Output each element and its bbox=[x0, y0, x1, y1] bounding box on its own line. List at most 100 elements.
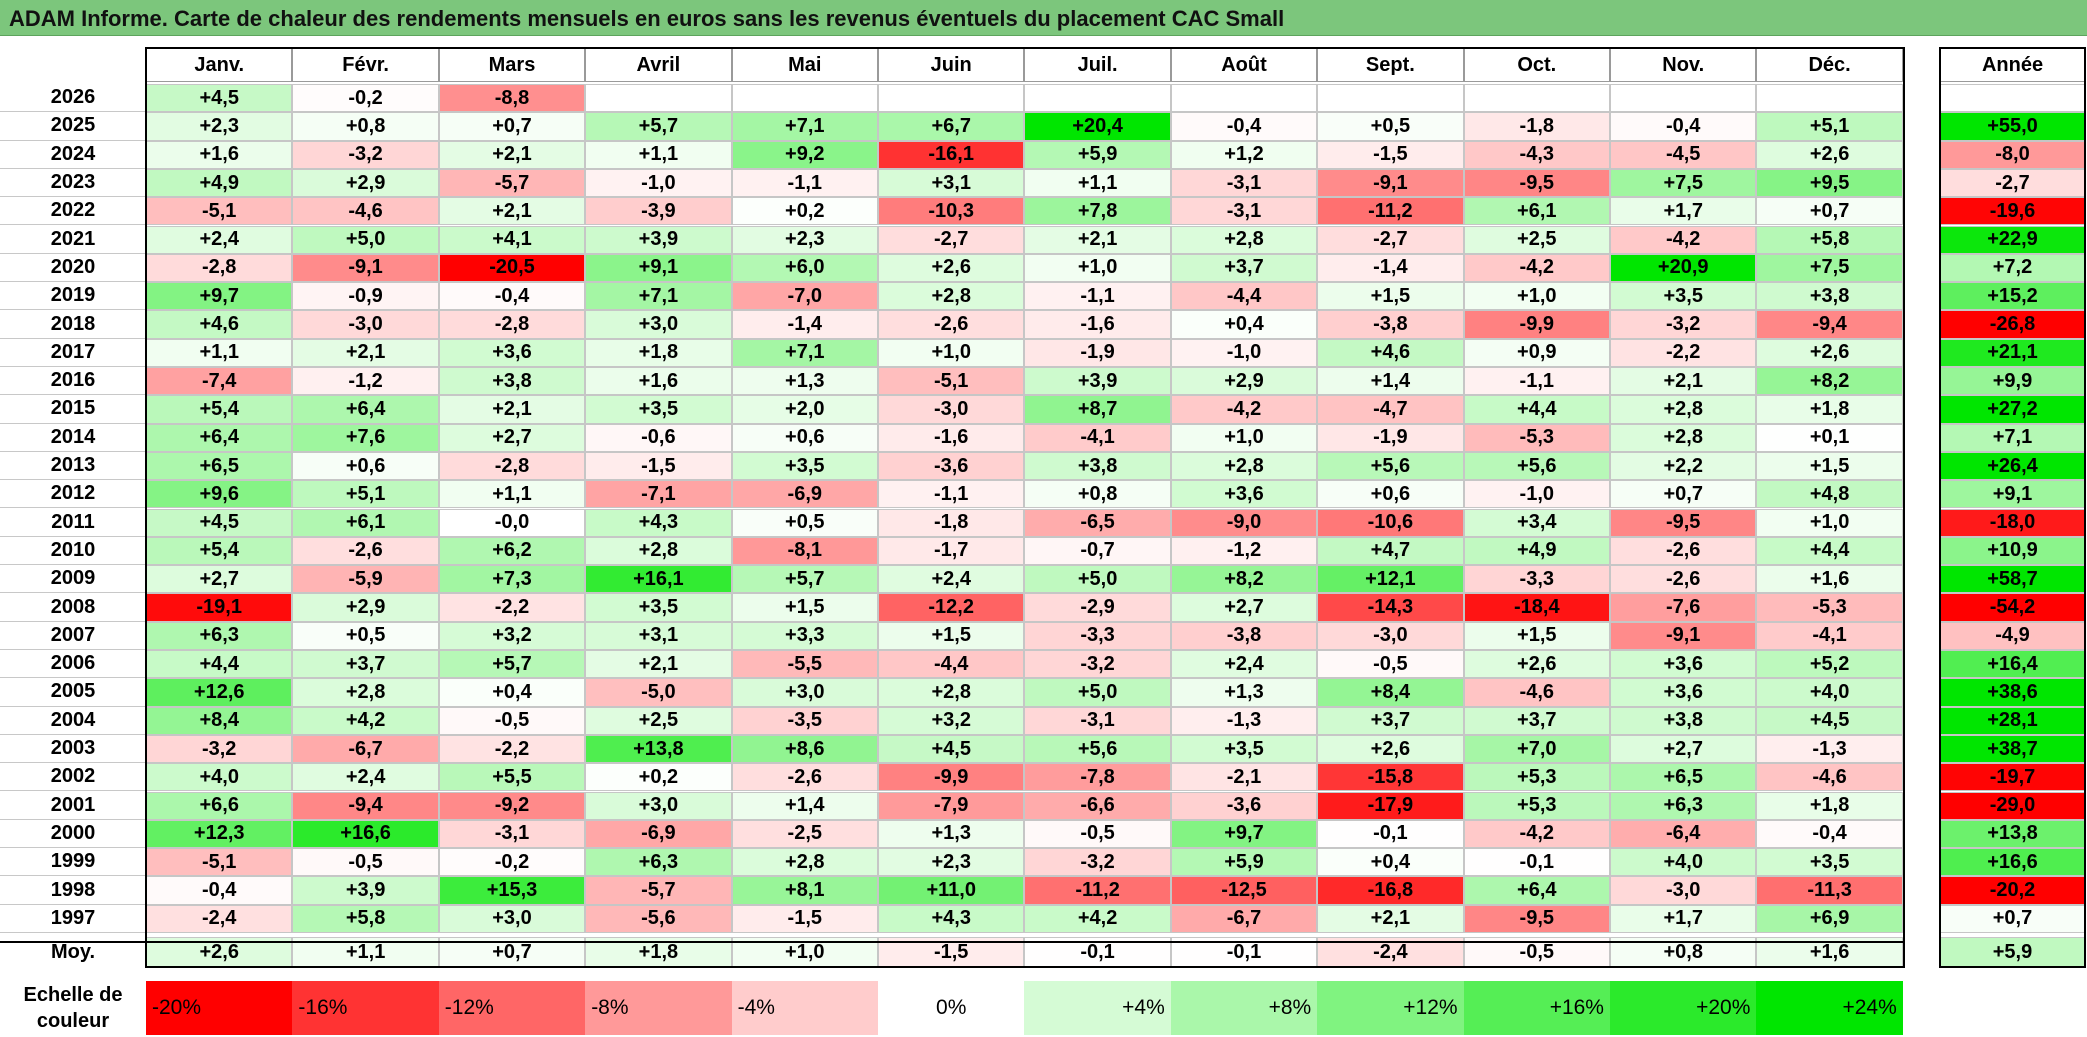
heatmap-cell: +4,4 bbox=[1756, 536, 1903, 566]
year-label: 2002 bbox=[0, 763, 146, 792]
heatmap-cell: +2,8 bbox=[878, 282, 1025, 311]
heatmap-cell: +8,4 bbox=[1317, 678, 1464, 707]
heatmap-cell: -1,3 bbox=[1756, 734, 1903, 764]
heatmap-cell: +6,6 bbox=[146, 791, 293, 820]
annual-cell: -2,7 bbox=[1940, 168, 2085, 198]
heatmap-cell: +8,1 bbox=[731, 876, 878, 905]
heatmap-cell: -1,6 bbox=[1024, 310, 1171, 339]
heatmap-cell: +5,9 bbox=[1024, 140, 1171, 169]
heatmap-cell: -4,6 bbox=[1463, 678, 1610, 707]
heatmap-cell: +1,8 bbox=[1756, 395, 1903, 424]
heatmap-cell: +2,8 bbox=[1610, 395, 1757, 424]
heatmap-cell: +0,7 bbox=[1610, 480, 1757, 509]
heatmap-cell: +8,6 bbox=[731, 734, 878, 764]
annual-cell: +28,1 bbox=[1940, 706, 2085, 735]
heatmap-cell: +9,6 bbox=[146, 480, 293, 509]
chart-title: ADAM Informe. Carte de chaleur des rende… bbox=[9, 6, 1285, 31]
year-label: 2010 bbox=[0, 537, 146, 566]
heatmap-cell: +2,1 bbox=[292, 338, 439, 367]
heatmap-cell: -4,6 bbox=[292, 197, 439, 226]
heatmap-cell: -3,0 bbox=[878, 395, 1025, 424]
heatmap-cell: +2,4 bbox=[1170, 650, 1318, 679]
heatmap-cell: -9,1 bbox=[1610, 621, 1757, 650]
heatmap-cell: +2,6 bbox=[1756, 140, 1903, 169]
heatmap-cell: +3,0 bbox=[585, 310, 732, 339]
heatmap-cell: -10,6 bbox=[1317, 508, 1464, 537]
month-header: Août bbox=[1170, 48, 1318, 82]
heatmap-cell: -1,0 bbox=[585, 168, 732, 198]
heatmap-cell: +3,9 bbox=[292, 876, 439, 905]
heatmap-cell: +1,5 bbox=[731, 593, 878, 622]
year-label: 2013 bbox=[0, 452, 146, 481]
heatmap-cell: +12,3 bbox=[146, 819, 293, 849]
heatmap-cell: +7,8 bbox=[1024, 197, 1171, 226]
heatmap-cell bbox=[1610, 84, 1757, 113]
heatmap-cell: +4,5 bbox=[146, 508, 293, 537]
month-header: Juin bbox=[878, 48, 1025, 82]
heatmap-cell: +9,5 bbox=[1756, 168, 1903, 198]
heatmap-cell: +4,7 bbox=[1317, 536, 1464, 566]
heatmap-cell: -4,1 bbox=[1756, 621, 1903, 650]
heatmap-cell: -4,1 bbox=[1024, 423, 1171, 452]
heatmap-cell: +7,5 bbox=[1756, 253, 1903, 283]
heatmap-cell: +5,6 bbox=[1463, 451, 1610, 481]
heatmap-cell: +3,7 bbox=[1170, 253, 1318, 283]
heatmap-cell: +0,6 bbox=[731, 423, 878, 452]
heatmap-cell: +5,8 bbox=[292, 904, 439, 933]
heatmap-cell: -9,1 bbox=[1317, 168, 1464, 198]
heatmap-cell: -0,1 bbox=[1463, 848, 1610, 877]
heatmap-cell: +2,8 bbox=[1170, 451, 1318, 481]
heatmap-cell: -1,7 bbox=[878, 536, 1025, 566]
heatmap-cell: -11,2 bbox=[1317, 197, 1464, 226]
heatmap-cell: +2,1 bbox=[1024, 225, 1171, 254]
month-header: Juil. bbox=[1024, 48, 1171, 82]
heatmap-cell: +1,0 bbox=[1463, 282, 1610, 311]
annual-cell: -29,0 bbox=[1940, 791, 2085, 820]
heatmap-cell: -3,2 bbox=[1024, 848, 1171, 877]
heatmap-cell: -4,7 bbox=[1317, 395, 1464, 424]
heatmap-cell: -2,2 bbox=[1610, 338, 1757, 367]
heatmap-cell: -16,1 bbox=[878, 140, 1025, 169]
heatmap-cell: +1,1 bbox=[1024, 168, 1171, 198]
heatmap-cell: +3,6 bbox=[1610, 650, 1757, 679]
heatmap-cell: +1,4 bbox=[731, 791, 878, 820]
heatmap-cell: -2,2 bbox=[438, 734, 586, 764]
heatmap-cell: +1,2 bbox=[1170, 140, 1318, 169]
scale-swatch: -4% bbox=[731, 981, 878, 1035]
heatmap-cell: -12,2 bbox=[878, 593, 1025, 622]
heatmap-cell: +2,9 bbox=[1170, 367, 1318, 396]
heatmap-cell: -7,8 bbox=[1024, 763, 1171, 792]
heatmap-cell: +3,8 bbox=[1756, 282, 1903, 311]
month-header: Oct. bbox=[1463, 48, 1610, 82]
annual-cell: +7,1 bbox=[1940, 423, 2085, 452]
heatmap-cell: +1,5 bbox=[878, 621, 1025, 650]
heatmap-cell: +2,3 bbox=[146, 112, 293, 141]
heatmap-cell: +6,4 bbox=[146, 423, 293, 452]
heatmap-cell: -1,2 bbox=[1170, 536, 1318, 566]
heatmap-cell: +5,8 bbox=[1756, 225, 1903, 254]
heatmap-cell: +2,3 bbox=[878, 848, 1025, 877]
month-header: Mai bbox=[731, 48, 878, 82]
heatmap-cell bbox=[1317, 84, 1464, 113]
heatmap-cell: +20,4 bbox=[1024, 112, 1171, 141]
year-label: 2007 bbox=[0, 622, 146, 650]
heatmap-cell: +1,6 bbox=[1756, 565, 1903, 594]
heatmap-cell: +3,7 bbox=[1317, 706, 1464, 735]
year-label: 2025 bbox=[0, 112, 146, 141]
heatmap-cell: -9,5 bbox=[1463, 904, 1610, 933]
heatmap-cell: -3,6 bbox=[1170, 791, 1318, 820]
scale-swatch: +24% bbox=[1756, 981, 1903, 1035]
heatmap-cell: -3,3 bbox=[1463, 565, 1610, 594]
annual-cell: +21,1 bbox=[1940, 338, 2085, 367]
heatmap-cell: +2,4 bbox=[292, 763, 439, 792]
heatmap-cell: +5,4 bbox=[146, 536, 293, 566]
heatmap-cell: -3,0 bbox=[292, 310, 439, 339]
heatmap-cell: +3,1 bbox=[585, 621, 732, 650]
heatmap-cell: +4,4 bbox=[146, 650, 293, 679]
heatmap-cell: -4,2 bbox=[1610, 225, 1757, 254]
annual-cell: +13,8 bbox=[1940, 819, 2085, 849]
heatmap-cell: +1,3 bbox=[731, 367, 878, 396]
heatmap-cell: -5,0 bbox=[585, 678, 732, 707]
heatmap-cell: +8,2 bbox=[1170, 565, 1318, 594]
year-label: 2014 bbox=[0, 424, 146, 452]
